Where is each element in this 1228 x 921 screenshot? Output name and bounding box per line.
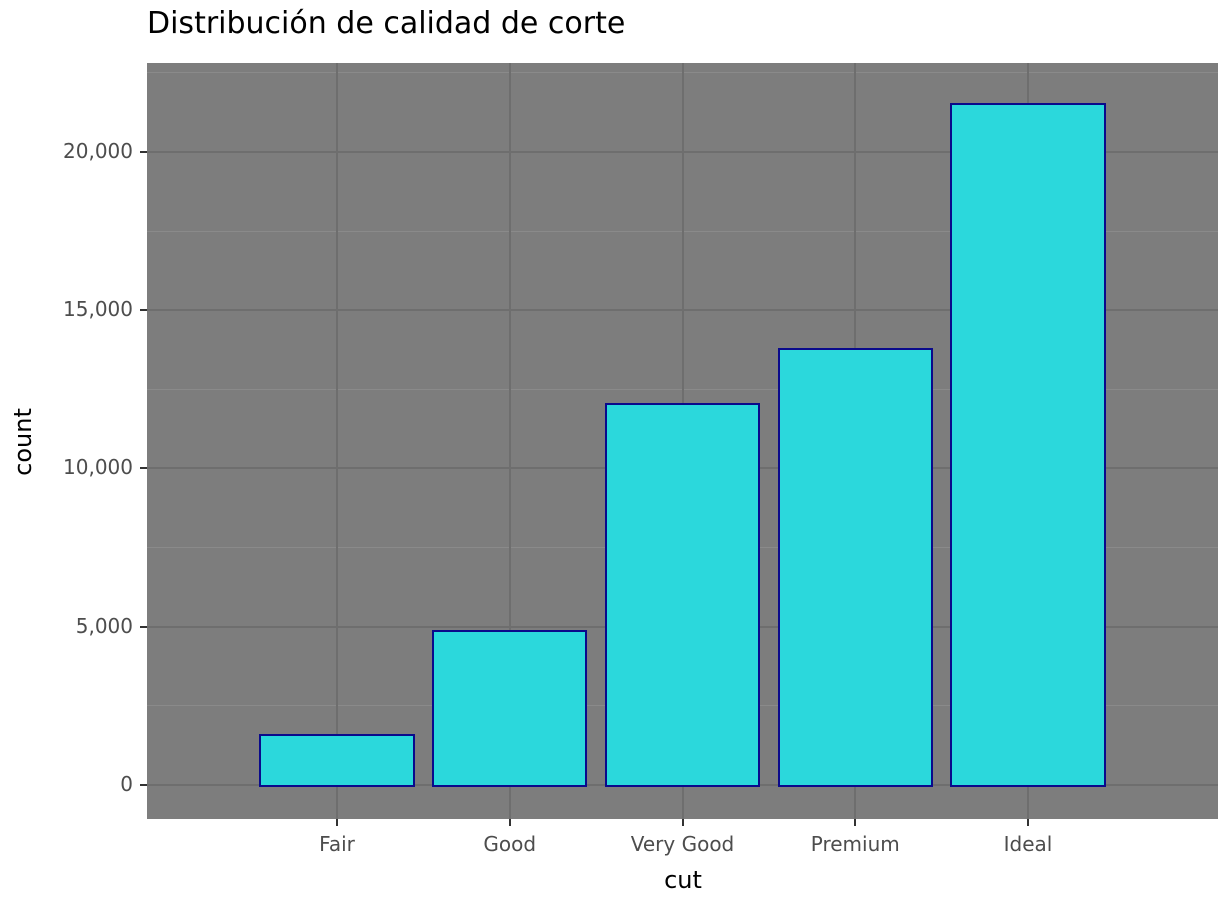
x-tick-label: Premium (810, 832, 900, 856)
y-tick-label: 20,000 (63, 138, 133, 163)
x-tick-label: Good (483, 832, 537, 856)
gridline-major-vertical (508, 63, 511, 819)
plot-title: Distribución de calidad de corte (147, 6, 626, 41)
x-tick-mark (1026, 819, 1029, 826)
y-tick-mark (140, 467, 147, 470)
y-tick-mark (140, 625, 147, 628)
gridline-major-vertical (336, 63, 339, 819)
y-tick-label: 15,000 (63, 297, 133, 322)
bar-very-good (604, 402, 761, 787)
x-tick-mark (336, 819, 339, 826)
x-tick-mark (508, 819, 511, 826)
y-tick-mark (140, 150, 147, 153)
bar-fair (259, 733, 415, 787)
y-axis-title: count (9, 408, 37, 476)
y-tick-mark (140, 783, 147, 786)
y-tick-label: 10,000 (63, 455, 133, 480)
bar-premium (777, 348, 933, 787)
y-tick-label: 5,000 (75, 613, 133, 638)
x-tick-mark (854, 819, 857, 826)
x-tick-mark (681, 819, 684, 826)
bar-good (432, 629, 588, 787)
x-axis-title: cut (664, 866, 702, 894)
x-tick-label: Fair (319, 832, 355, 856)
bar-ideal (950, 102, 1106, 787)
x-tick-label: Ideal (1003, 832, 1053, 856)
y-tick-label: 0 (120, 771, 133, 796)
x-tick-label: Very Good (630, 832, 735, 856)
y-tick-mark (140, 309, 147, 312)
